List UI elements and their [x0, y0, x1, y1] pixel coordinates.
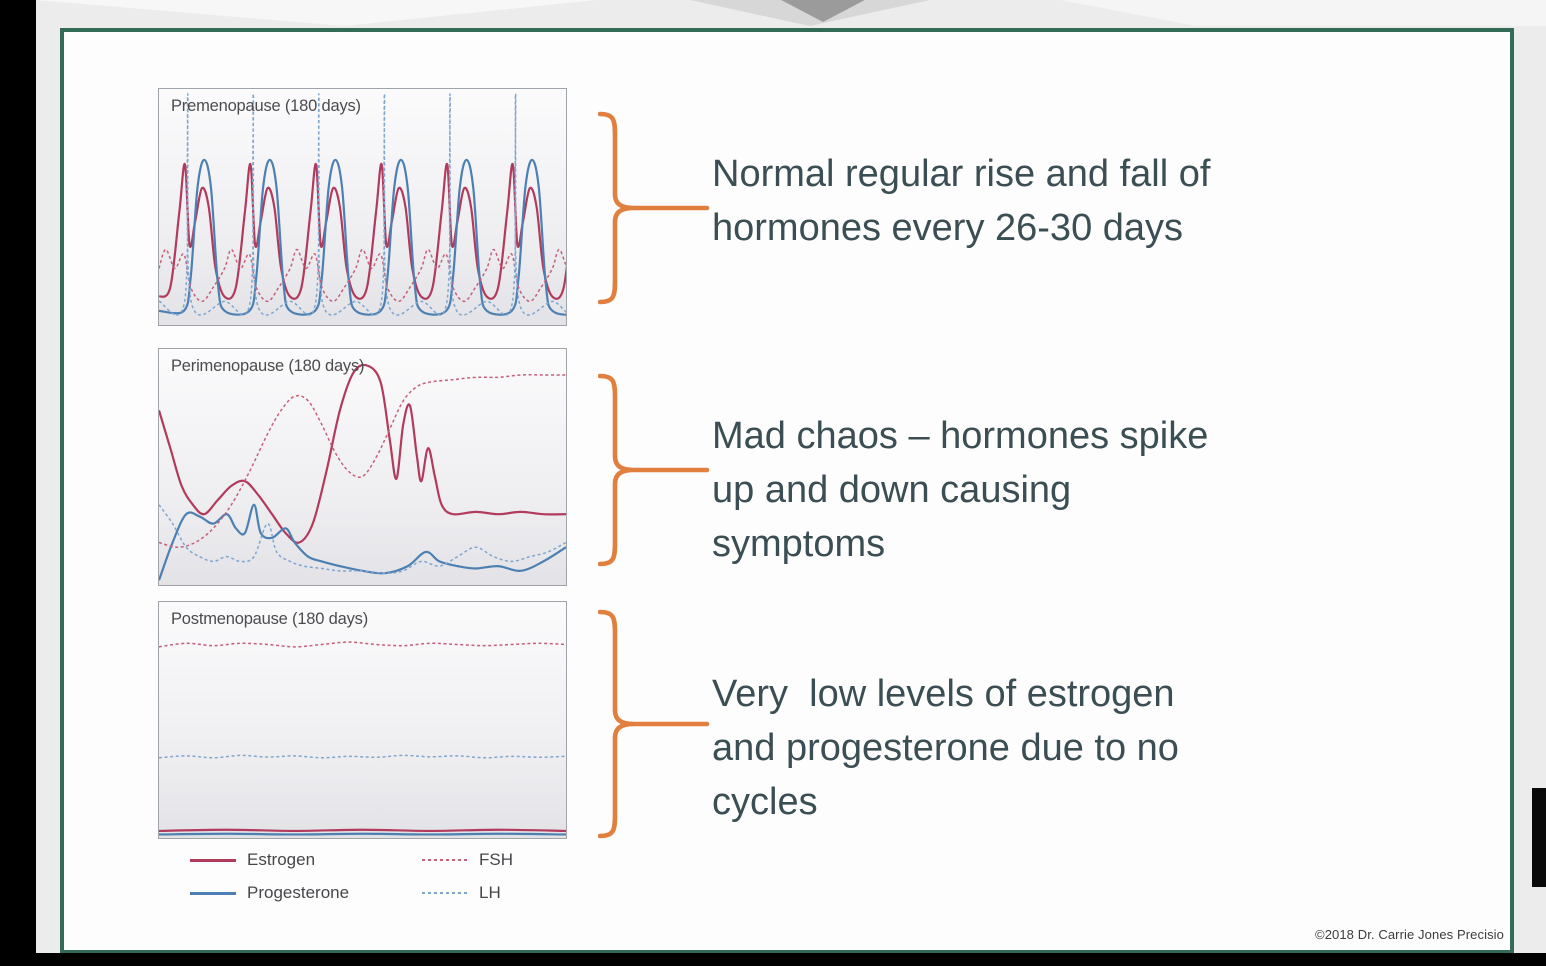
background-triangle-decoration: [690, 0, 930, 26]
brace-path: [598, 373, 710, 567]
chart-lines-svg: [159, 602, 566, 838]
estrogen-line: [159, 830, 566, 831]
brace-connector-postmenopause: [598, 608, 710, 840]
lh-line-swatch: [422, 892, 468, 894]
copyright-text: ©2018 Dr. Carrie Jones Precisio: [1315, 927, 1504, 942]
screen-edge-bar-bottom: [0, 953, 1546, 966]
legend-item-fsh: FSH: [422, 850, 592, 870]
perimenopause-chart-panel: Perimenopause (180 days): [158, 348, 567, 586]
brace-svg: [598, 373, 710, 567]
legend-label: FSH: [479, 850, 513, 869]
fsh-line: [159, 375, 566, 547]
brace-path: [598, 609, 710, 839]
annotation-postmenopause: Very low levels of estrogen and progeste…: [712, 673, 1179, 823]
brace-svg: [598, 609, 710, 839]
fsh-line: [159, 642, 566, 647]
background-triangle-decoration: [1060, 0, 1546, 26]
annotation-premenopause: Normal regular rise and fall of hormones…: [712, 153, 1211, 249]
legend-label: Progesterone: [247, 883, 350, 902]
estrogen-line: [159, 365, 566, 543]
postmenopause-chart-title: Postmenopause (180 days): [171, 610, 368, 628]
screen-edge-bar-right: [1532, 788, 1546, 887]
estrogen-line-swatch: [190, 858, 236, 862]
postmenopause-chart-panel: Postmenopause (180 days): [158, 601, 567, 839]
presentation-slide: Premenopause (180 days) Perimenopause (1…: [60, 28, 1514, 954]
chart-legend: Estrogen FSH Progesterone LH: [190, 850, 592, 903]
legend-item-progesterone: Progesterone: [190, 883, 422, 903]
premenopause-chart-title: Premenopause (180 days): [171, 97, 361, 115]
lh-line: [159, 505, 566, 573]
chart-lines-svg: [159, 349, 566, 585]
progesterone-line-swatch: [190, 891, 236, 895]
screen-edge-bar-left: [0, 0, 36, 966]
brace-path: [598, 111, 710, 305]
background-triangle-decoration: [36, 0, 596, 26]
annotation-perimenopause: Mad chaos – hormones spike up and down c…: [712, 415, 1209, 565]
progesterone-line: [159, 160, 566, 315]
legend-label: Estrogen: [247, 850, 316, 869]
progesterone-line: [159, 505, 566, 581]
premenopause-chart-panel: Premenopause (180 days): [158, 88, 567, 326]
fsh-line-swatch: [422, 859, 468, 861]
brace-svg: [598, 111, 710, 305]
lh-line: [159, 755, 566, 757]
legend-item-estrogen: Estrogen: [190, 850, 422, 870]
brace-connector-premenopause: [598, 110, 710, 306]
progesterone-line: [159, 834, 566, 835]
background-triangle-decoration: [781, 0, 865, 22]
fsh-line: [159, 249, 566, 301]
legend-item-lh: LH: [422, 883, 592, 903]
lh-line: [159, 94, 566, 315]
legend-label: LH: [479, 883, 501, 902]
chart-lines-svg: [159, 89, 566, 325]
brace-connector-perimenopause: [598, 372, 710, 568]
estrogen-line: [159, 164, 566, 299]
perimenopause-chart-title: Perimenopause (180 days): [171, 357, 365, 375]
